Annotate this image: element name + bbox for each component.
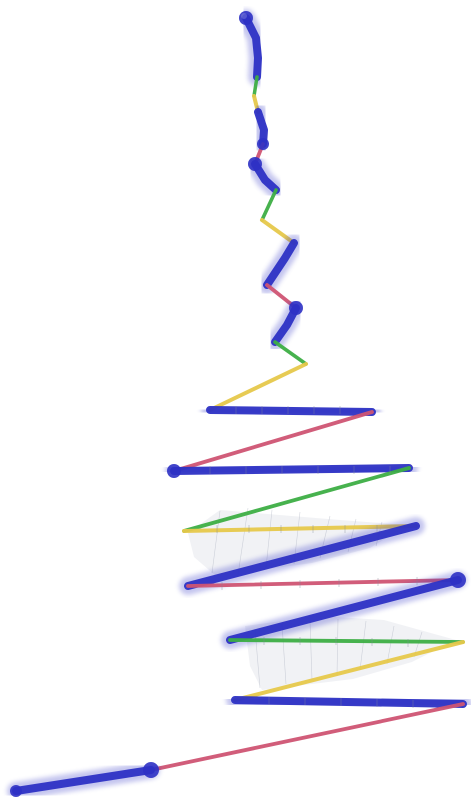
segment-blue-4: [263, 239, 298, 289]
segment-green-2: [273, 340, 308, 366]
segment-red-4: [186, 578, 460, 588]
segment-blue-11: [12, 766, 155, 795]
joint-blue-upper-1: [257, 138, 269, 150]
segment-blue-7: [170, 464, 413, 475]
segment-green-1: [260, 188, 278, 222]
joint-blue-mid-upper: [289, 301, 303, 315]
segment-blue-top: [242, 14, 262, 81]
joint-blue-right: [450, 572, 466, 588]
segment-red-3: [172, 410, 374, 473]
joint-blue-bottom: [10, 785, 22, 797]
segment-red-5: [149, 702, 465, 772]
segment-green-4: [228, 638, 465, 644]
helix-ticks: [209, 406, 418, 708]
helix-joints: [10, 11, 466, 797]
panel-lower: [245, 616, 456, 690]
segment-green-3: [182, 466, 411, 533]
joint-blue-lower: [143, 762, 159, 778]
helix-backbone: [7, 9, 471, 799]
segment-blue-9: [226, 576, 462, 644]
segment-blue-8: [184, 522, 420, 590]
segment-blue-6: [206, 406, 376, 416]
joint-blue-top: [239, 11, 253, 25]
segment-blue-10: [231, 696, 467, 708]
segment-yellow-4: [233, 640, 465, 702]
segment-green-top: [252, 75, 259, 98]
joint-blue-mid-left: [167, 464, 181, 478]
joint-blue-upper-2: [248, 157, 262, 171]
